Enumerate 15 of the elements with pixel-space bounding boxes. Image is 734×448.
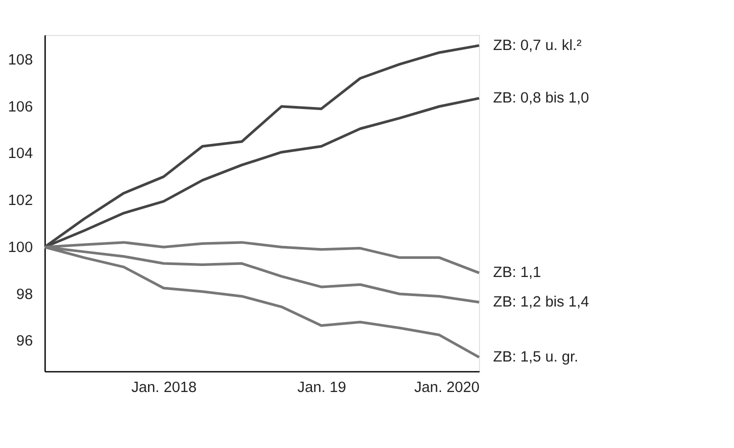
series-label: ZB: 0,8 bis 1,0 — [493, 90, 590, 107]
x-tick-label: Jan. 2018 — [131, 380, 197, 396]
y-tick-label: 96 — [16, 334, 33, 350]
series-label: ZB: 1,2 bis 1,4 — [493, 294, 590, 311]
series-label: ZB: 1,1 — [493, 265, 542, 282]
y-tick-label: 102 — [8, 193, 33, 210]
y-tick-label: 98 — [16, 286, 33, 303]
x-tick-label: Jan. 19 — [297, 380, 346, 396]
y-tick-label: 104 — [8, 146, 33, 162]
series-label: ZB: 1,5 u. gr. — [493, 350, 578, 366]
series-label: ZB: 0,7 u. kl.² — [493, 38, 582, 54]
y-tick-label: 106 — [8, 99, 33, 116]
y-tick-label: 100 — [8, 240, 33, 256]
y-tick-label: 108 — [8, 52, 33, 68]
x-tick-label: Jan. 2020 — [414, 380, 480, 396]
